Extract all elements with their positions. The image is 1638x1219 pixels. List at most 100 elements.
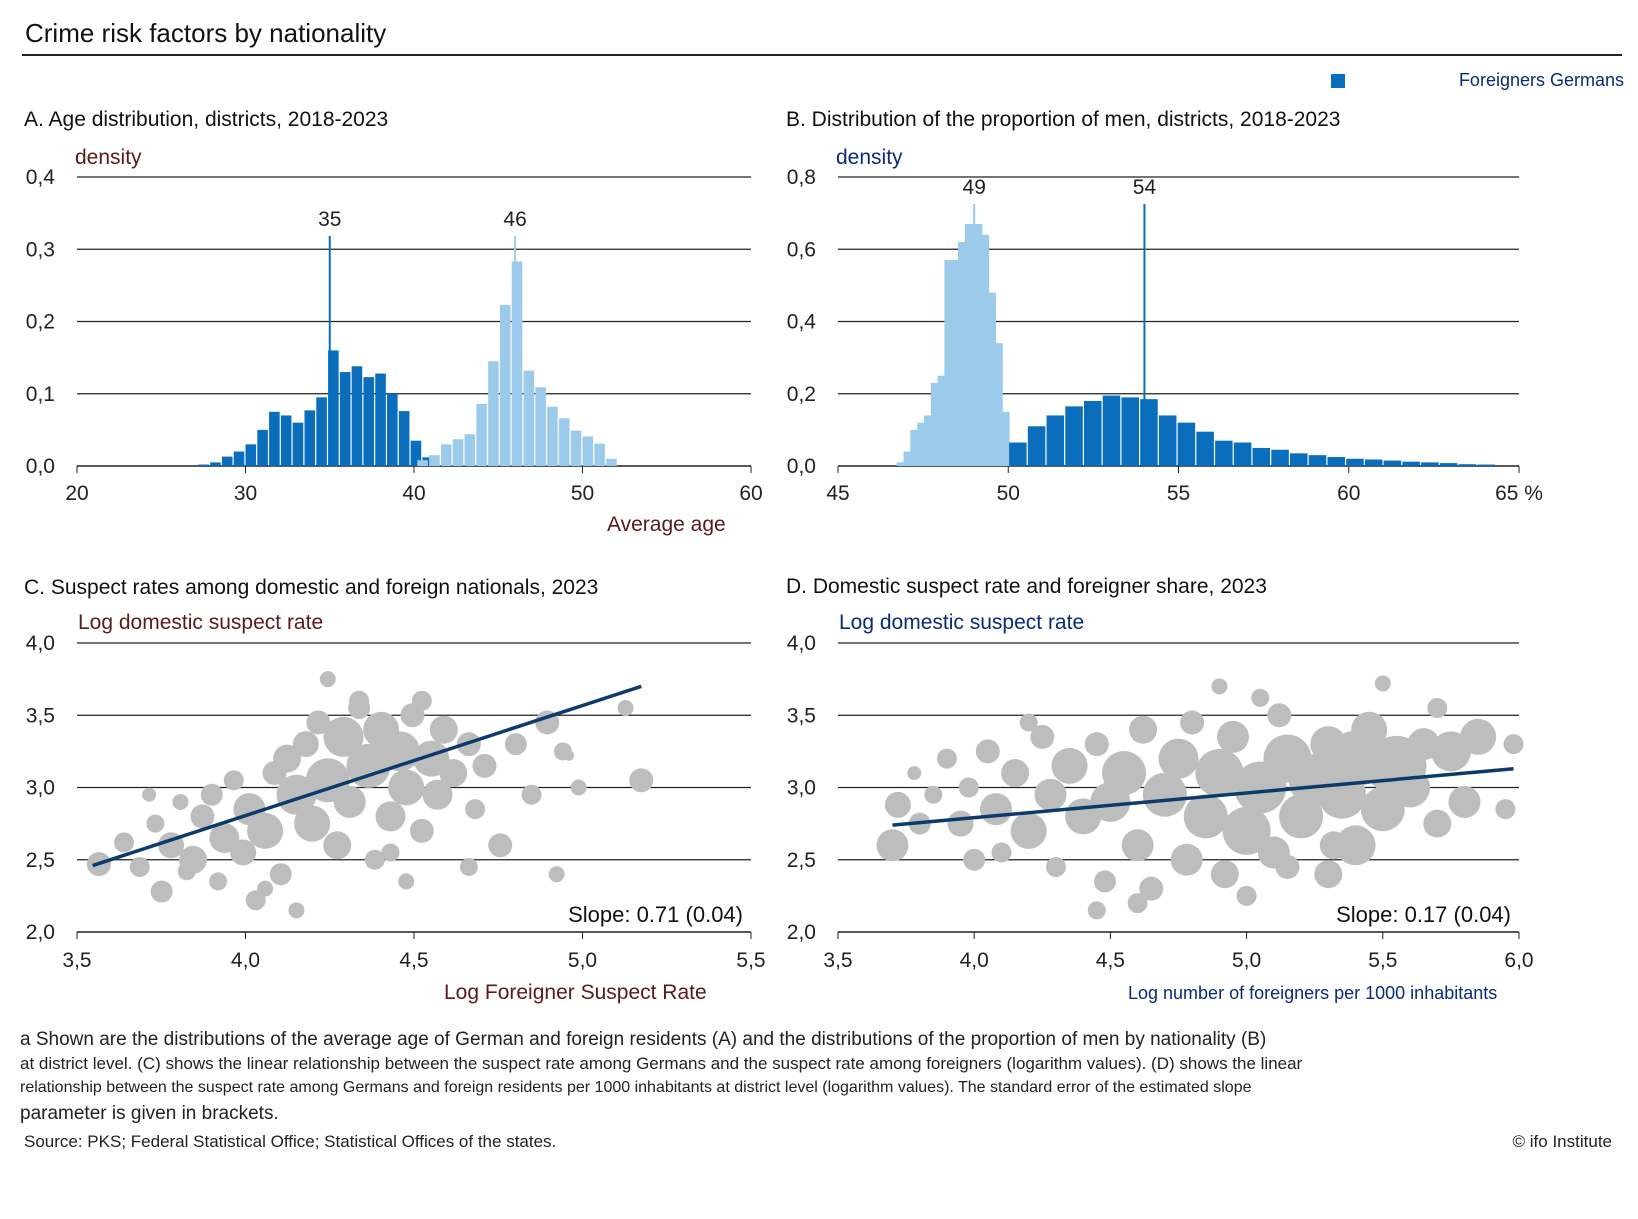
copyright: © ifo Institute	[1512, 1132, 1612, 1151]
panel-a-title: A. Age distribution, districts, 2018-202…	[24, 108, 389, 131]
scatter-point	[1460, 718, 1497, 755]
scatter-point	[1423, 809, 1452, 838]
histogram-bar	[464, 434, 476, 466]
histogram-bar	[387, 393, 398, 466]
scatter-point	[1010, 812, 1047, 849]
scatter-point	[629, 768, 654, 793]
histogram-bar	[1364, 459, 1383, 466]
histogram-bar	[280, 415, 292, 466]
scatter-point	[1142, 772, 1187, 817]
scatter-point	[884, 791, 911, 818]
y-tick-label: 3,5	[26, 704, 55, 727]
scatter-point	[1267, 703, 1292, 728]
x-tick-label: 5,5	[736, 949, 765, 972]
scatter-point	[247, 812, 284, 849]
scatter-point	[1030, 724, 1055, 749]
scatter-point	[333, 785, 366, 818]
histogram-bar	[398, 411, 410, 466]
scatter-point	[142, 787, 157, 802]
footnote-line-3: relationship between the suspect rate am…	[20, 1079, 1252, 1096]
x-tick-label: 65 %	[1495, 482, 1543, 505]
scatter-point	[411, 690, 432, 711]
panel-a-xlabel: Average age	[607, 513, 726, 536]
mean-marker-label: 49	[963, 176, 986, 199]
scatter-point	[257, 880, 274, 897]
scatter-point	[1195, 749, 1244, 798]
scatter-point	[564, 750, 575, 761]
histogram-bar	[304, 410, 316, 466]
scatter-point	[1390, 767, 1431, 808]
scatter-point	[319, 671, 336, 688]
scatter-point	[1034, 778, 1067, 811]
scatter-point	[364, 849, 385, 870]
scatter-point	[375, 801, 406, 832]
scatter-point	[617, 700, 634, 717]
scatter-point	[1448, 785, 1481, 818]
x-tick-label: 4,0	[231, 949, 260, 972]
histogram-bar	[1121, 397, 1139, 466]
histogram-bar	[1027, 426, 1046, 466]
scatter-point	[209, 823, 240, 854]
scatter-point	[1427, 698, 1448, 719]
scatter-point	[1236, 885, 1257, 906]
scatter-point	[1335, 825, 1376, 866]
scatter-point	[439, 759, 468, 788]
scatter-point	[129, 856, 150, 877]
x-tick-label: 55	[1167, 482, 1190, 505]
histogram-bar	[1102, 395, 1121, 466]
scatter-point	[230, 839, 257, 866]
histogram-bar	[1215, 440, 1233, 466]
scatter-point	[876, 829, 909, 862]
histogram-bar	[1158, 415, 1177, 466]
scatter-point	[388, 769, 425, 806]
histogram-bar	[1308, 455, 1327, 466]
scatter-point	[1045, 856, 1066, 877]
histogram-bar	[452, 439, 464, 466]
scatter-point	[548, 866, 565, 883]
histogram-bar	[257, 429, 268, 466]
page-title: Crime risk factors by nationality	[25, 18, 387, 48]
scatter-point	[459, 857, 478, 876]
y-tick-label: 0,8	[787, 166, 816, 189]
scatter-point	[223, 770, 244, 791]
histogram-bar	[316, 397, 327, 466]
footnote-line-1: a Shown are the distributions of the ave…	[20, 1029, 1267, 1050]
x-tick-label: 30	[234, 482, 257, 505]
scatter-point	[398, 873, 415, 890]
scatter-point	[1222, 806, 1271, 855]
x-tick-label: 50	[997, 482, 1020, 505]
y-tick-label: 3,0	[26, 777, 55, 800]
scatter-point	[1314, 860, 1343, 889]
scatter-point	[991, 842, 1012, 863]
scatter-point	[273, 744, 302, 773]
histogram-bar	[351, 366, 363, 466]
histogram-bar	[440, 444, 452, 466]
panel-b-ylabel: density	[836, 146, 903, 169]
footnote-line-2: at district level. (C) shows the linear …	[20, 1054, 1303, 1073]
y-tick-label: 0,3	[26, 238, 55, 261]
histogram-bar	[558, 418, 570, 466]
histogram-bar	[1271, 449, 1289, 466]
scatter-point	[346, 743, 391, 788]
histogram-bar	[339, 372, 351, 466]
histogram-bar	[523, 370, 535, 466]
scatter-point	[177, 862, 196, 881]
scatter-point	[1001, 759, 1030, 788]
mean-marker-label: 46	[503, 208, 526, 231]
x-tick-label: 3,5	[823, 949, 852, 972]
scatter-point	[1495, 799, 1516, 820]
histogram-bar	[535, 387, 546, 466]
scatter-point	[1503, 734, 1524, 755]
scatter-point	[1351, 711, 1388, 748]
scatter-point	[1019, 713, 1038, 732]
histogram-bar	[992, 411, 1010, 466]
y-tick-label: 2,0	[26, 921, 55, 944]
histogram-bar	[488, 361, 499, 466]
scatter-point	[1087, 901, 1106, 920]
legend: Foreigners Germans	[1330, 70, 1624, 91]
scatter-point	[190, 804, 215, 829]
scatter-point	[1127, 893, 1148, 914]
panel-b-title: B. Distribution of the proportion of men…	[786, 108, 1341, 131]
footnotes: a Shown are the distributions of the ave…	[20, 1028, 1620, 1128]
